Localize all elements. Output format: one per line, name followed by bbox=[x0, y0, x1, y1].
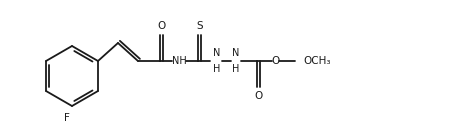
Text: NH: NH bbox=[171, 56, 186, 67]
Text: O: O bbox=[272, 56, 280, 66]
Text: O: O bbox=[158, 21, 165, 31]
Text: H: H bbox=[232, 64, 240, 74]
Text: N: N bbox=[232, 48, 240, 58]
Text: F: F bbox=[64, 113, 70, 123]
Text: OCH₃: OCH₃ bbox=[304, 56, 331, 66]
Text: O: O bbox=[255, 91, 262, 101]
Text: S: S bbox=[196, 21, 203, 31]
Text: N: N bbox=[213, 48, 221, 58]
Text: H: H bbox=[213, 64, 221, 74]
